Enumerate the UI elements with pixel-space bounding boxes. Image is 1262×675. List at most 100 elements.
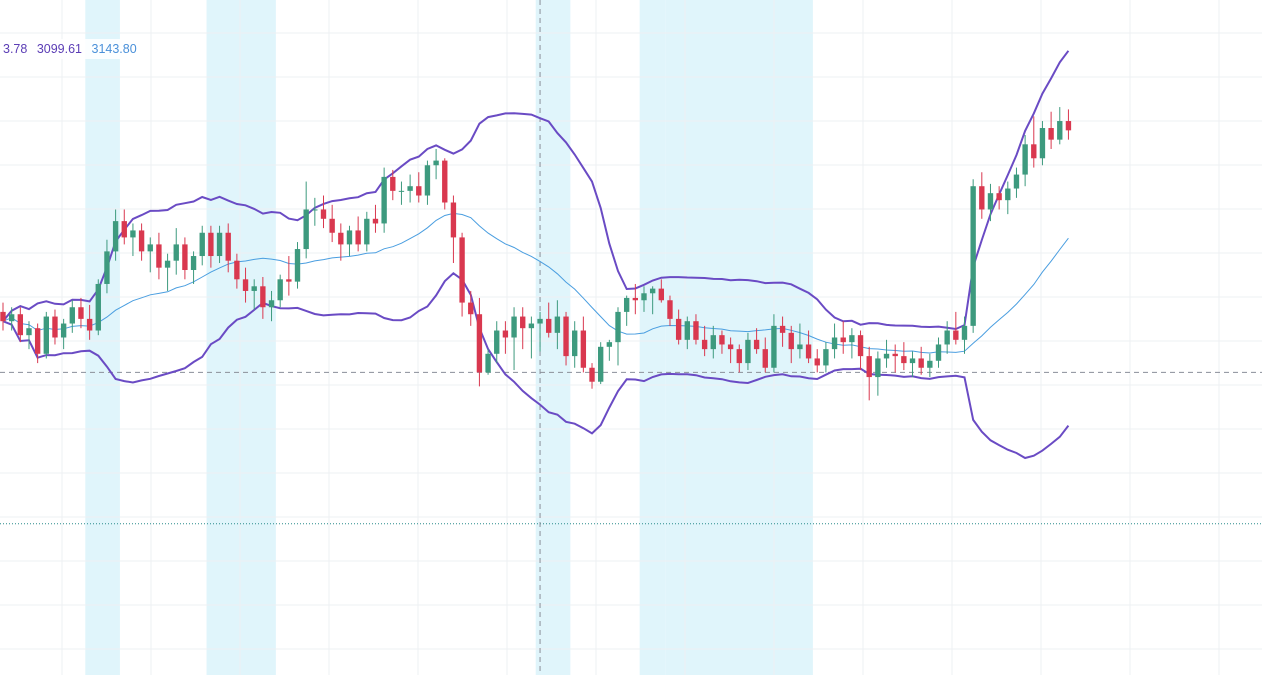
candle-body-down xyxy=(0,311,6,322)
candle-body-up xyxy=(875,358,881,378)
candle-body-down xyxy=(78,307,84,319)
candle-body-up xyxy=(104,251,110,284)
candle-body-down xyxy=(476,314,483,373)
candle-body-down xyxy=(779,325,786,333)
candle-body-up xyxy=(8,314,15,322)
candle-body-down xyxy=(901,356,907,364)
candle-body-up xyxy=(823,349,829,366)
candle-body-up xyxy=(927,360,933,368)
candle-body-down xyxy=(866,356,872,378)
candle-body-down xyxy=(442,160,448,203)
candle-body-down xyxy=(52,316,58,338)
candle-body-up xyxy=(312,209,318,211)
bollinger-upper-band xyxy=(2,50,1070,331)
candle-body-down xyxy=(355,230,361,245)
candle-body-up xyxy=(684,321,690,340)
candle-body-up xyxy=(398,190,405,192)
candle-body-up xyxy=(364,218,370,245)
candle-body-up xyxy=(537,318,543,324)
candle-body-down xyxy=(286,279,292,282)
candle-body-up xyxy=(303,209,309,250)
candle-body-down xyxy=(260,286,266,308)
candle-body-up xyxy=(294,249,301,282)
candle-body-down xyxy=(953,330,959,340)
candle-body-down xyxy=(390,176,396,191)
candle-body-down xyxy=(693,321,699,340)
candle-body-down xyxy=(450,202,457,238)
candle-body-up xyxy=(597,346,604,382)
session-highlight xyxy=(206,0,276,675)
bollinger-legend: 3.78 3099.61 3143.80 xyxy=(0,39,146,59)
candle-body-down xyxy=(1048,128,1054,140)
candle-body-up xyxy=(970,186,976,326)
candle-body-down xyxy=(17,314,24,336)
candle-body-down xyxy=(719,335,725,345)
candle-body-down xyxy=(805,344,812,359)
candle-body-up xyxy=(554,316,561,333)
candle-body-up xyxy=(251,286,257,291)
candle-body-down xyxy=(34,328,41,354)
candle-body-down xyxy=(320,209,327,219)
candle-body-down xyxy=(242,279,249,291)
legend-basis-value: 3143.80 xyxy=(91,42,137,56)
bollinger-lower-band xyxy=(2,272,1070,460)
candle-body-down xyxy=(857,335,864,357)
candle-body-up xyxy=(43,316,49,354)
candle-body-down xyxy=(234,260,240,280)
candle-body-down xyxy=(563,316,569,357)
candle-body-up xyxy=(190,256,197,270)
candle-body-down xyxy=(338,232,344,245)
bollinger-basis-line xyxy=(2,212,1069,354)
candle-body-up xyxy=(424,165,431,196)
candle-body-down xyxy=(121,221,127,238)
candle-body-down xyxy=(701,339,708,350)
candle-body-down xyxy=(1065,121,1072,131)
candle-body-down xyxy=(520,316,526,329)
candle-body-up xyxy=(935,344,942,361)
candle-body-down xyxy=(892,353,898,357)
candle-body-up xyxy=(987,193,994,210)
candle-body-up xyxy=(1039,128,1046,159)
candle-body-down xyxy=(459,237,465,303)
candle-body-up xyxy=(797,344,803,350)
candle-body-up xyxy=(199,232,205,257)
candle-body-down xyxy=(675,318,682,340)
legend-lower-value: 3099.61 xyxy=(36,42,83,56)
candle-body-up xyxy=(407,186,413,191)
candle-body-down xyxy=(979,186,985,210)
candle-body-down xyxy=(416,186,422,196)
candle-body-up xyxy=(771,325,777,368)
candle-body-up xyxy=(883,353,890,359)
candle-body-down xyxy=(840,337,846,343)
candle-body-up xyxy=(528,323,535,329)
candle-body-up xyxy=(268,300,275,308)
session-highlight xyxy=(85,0,120,675)
candle-body-up xyxy=(944,330,950,345)
candle-body-up xyxy=(485,353,491,373)
candle-body-up xyxy=(745,339,751,364)
candle-body-down xyxy=(632,297,639,301)
candle-body-down xyxy=(138,230,145,252)
candle-body-up xyxy=(606,342,613,347)
candle-body-up xyxy=(623,297,630,312)
candle-body-up xyxy=(112,221,119,252)
candle-body-up xyxy=(1013,174,1020,189)
candle-body-up xyxy=(961,325,968,340)
candle-body-down xyxy=(996,193,1002,201)
candle-body-up xyxy=(909,358,916,364)
candle-body-up xyxy=(849,335,855,343)
candle-body-down xyxy=(788,332,794,350)
candle-body-up xyxy=(381,176,387,224)
candle-body-up xyxy=(69,307,75,324)
candle-body-down xyxy=(546,318,552,333)
candle-body-up xyxy=(710,335,716,350)
candle-body-up xyxy=(60,323,67,338)
legend-upper-value: 3.78 xyxy=(3,42,28,56)
candle-body-down xyxy=(329,218,335,233)
candle-body-up xyxy=(164,260,171,268)
candle-body-up xyxy=(1057,121,1063,140)
candle-body-down xyxy=(658,288,665,301)
candle-body-down xyxy=(753,339,760,350)
candle-body-down xyxy=(225,232,231,261)
